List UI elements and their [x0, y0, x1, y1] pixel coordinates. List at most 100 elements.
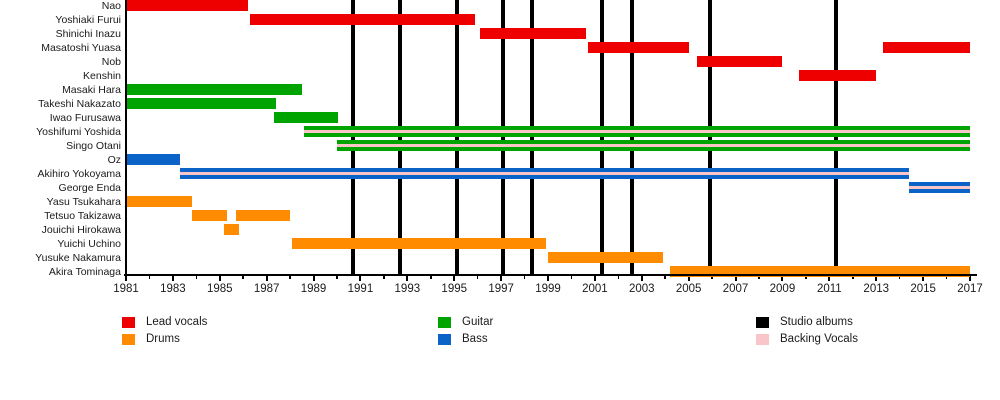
legend-label: Drums	[146, 333, 180, 345]
x-axis-minor-tick	[570, 276, 573, 279]
member-name-label: Akihiro Yokoyama	[37, 167, 121, 180]
legend-label: Guitar	[462, 316, 494, 328]
x-axis-tick-label: 2007	[722, 283, 749, 295]
legend-label: Lead vocals	[146, 316, 208, 328]
legend-swatch-drums	[122, 334, 135, 345]
tenure-bar-guitar	[304, 126, 970, 138]
backing-vocals-stripe	[337, 144, 970, 148]
tenure-bar-drums	[236, 210, 291, 222]
tenure-bar-bass	[126, 154, 180, 166]
tenure-bar-lead_vocals	[883, 42, 970, 54]
x-axis-minor-tick	[945, 276, 948, 279]
member-name-label: George Enda	[58, 181, 121, 194]
member-name-label: Shinichi Inazu	[55, 27, 121, 40]
legend-label: Bass	[462, 333, 488, 345]
member-name-label: Yuichi Uchino	[57, 237, 121, 250]
x-axis-tick-label: 2005	[675, 283, 702, 295]
member-name-label: Yoshifumi Yoshida	[36, 125, 121, 138]
member-name-label: Oz	[107, 153, 121, 166]
member-name-label: Jouichi Hirokawa	[41, 223, 121, 236]
x-axis-minor-tick	[476, 276, 479, 279]
tenure-bar-guitar	[273, 112, 339, 124]
member-name-label: Masaki Hara	[62, 83, 121, 96]
x-axis-tick-label: 2001	[582, 283, 608, 295]
x-axis-tick-label: 1987	[253, 283, 280, 295]
x-axis-tick-label: 1995	[441, 283, 468, 295]
x-axis-major-tick	[359, 276, 362, 281]
x-axis-major-tick	[687, 276, 690, 281]
studio-album-line	[501, 0, 506, 275]
member-name-label: Singo Otani	[66, 139, 121, 152]
tenure-bar-drums	[224, 224, 239, 236]
member-name-label: Yoshiaki Furui	[55, 13, 121, 26]
x-axis-major-tick	[125, 276, 127, 281]
x-axis-major-tick	[312, 276, 315, 281]
x-axis-major-tick	[593, 276, 596, 281]
tenure-bar-guitar	[126, 98, 277, 110]
x-axis-minor-tick	[664, 276, 666, 279]
x-axis-minor-tick	[898, 276, 901, 279]
studio-album-line	[707, 0, 712, 275]
member-name-label: Yasu Tsukahara	[46, 195, 121, 208]
x-axis-tick-label: 1985	[206, 283, 233, 295]
x-axis-major-tick	[406, 276, 409, 281]
x-axis-major-tick	[500, 276, 503, 281]
tenure-bar-lead_vocals	[696, 56, 783, 68]
member-name-label: Iwao Furusawa	[49, 111, 121, 124]
x-axis-minor-tick	[758, 276, 760, 279]
x-axis-major-tick	[453, 276, 456, 281]
x-axis-minor-tick	[383, 276, 385, 279]
x-axis-tick-label: 1989	[300, 283, 327, 295]
x-axis-minor-tick	[852, 276, 854, 279]
x-axis-line	[124, 274, 977, 276]
x-axis-minor-tick	[430, 276, 432, 279]
tenure-bar-drums	[548, 252, 663, 264]
x-axis-major-tick	[875, 276, 878, 281]
member-name-label: Kenshin	[83, 69, 121, 82]
x-axis-minor-tick	[523, 276, 526, 279]
x-axis-tick-label: 2011	[816, 283, 842, 295]
studio-album-line	[599, 0, 604, 275]
x-axis-tick-label: 2009	[769, 283, 796, 295]
x-axis-tick-label: 1981	[113, 283, 139, 295]
tenure-bar-bass	[909, 182, 970, 194]
x-axis-major-tick	[265, 276, 268, 281]
studio-album-line	[398, 0, 403, 275]
studio-album-line	[454, 0, 459, 275]
tenure-bar-lead_vocals	[126, 0, 248, 12]
x-axis-major-tick	[922, 276, 925, 281]
legend-swatch-studio_albums	[756, 317, 769, 328]
y-axis-line	[125, 0, 127, 275]
studio-album-line	[630, 0, 635, 275]
x-axis-major-tick	[969, 276, 971, 281]
studio-album-line	[529, 0, 534, 275]
x-axis-tick-label: 1993	[394, 283, 421, 295]
x-axis-tick-label: 1997	[488, 283, 514, 295]
legend-swatch-guitar	[438, 317, 451, 328]
x-axis-major-tick	[171, 276, 174, 281]
tenure-bar-lead_vocals	[798, 70, 877, 82]
x-axis-tick-label: 2003	[628, 283, 655, 295]
x-axis-tick-label: 1999	[535, 283, 561, 295]
x-axis-tick-label: 2013	[863, 283, 890, 295]
x-axis-tick-label: 2017	[957, 283, 983, 295]
studio-album-line	[834, 0, 839, 275]
x-axis-major-tick	[640, 276, 643, 281]
x-axis-major-tick	[547, 276, 549, 281]
tenure-bar-lead_vocals	[480, 28, 586, 40]
member-name-label: Yusuke Nakamura	[35, 251, 121, 264]
x-axis-minor-tick	[195, 276, 198, 279]
x-axis-major-tick	[781, 276, 784, 281]
backing-vocals-stripe	[909, 186, 970, 190]
member-name-label: Tetsuo Takizawa	[44, 209, 121, 222]
backing-vocals-stripe	[304, 130, 970, 134]
backing-vocals-stripe	[179, 172, 910, 176]
studio-album-line	[351, 0, 356, 275]
x-axis-tick-label: 1991	[347, 283, 374, 295]
x-axis-minor-tick	[336, 276, 338, 279]
x-axis-minor-tick	[805, 276, 807, 279]
legend-label: Studio albums	[780, 316, 853, 328]
tenure-bar-drums	[191, 210, 227, 222]
member-name-label: Nao	[101, 0, 121, 12]
